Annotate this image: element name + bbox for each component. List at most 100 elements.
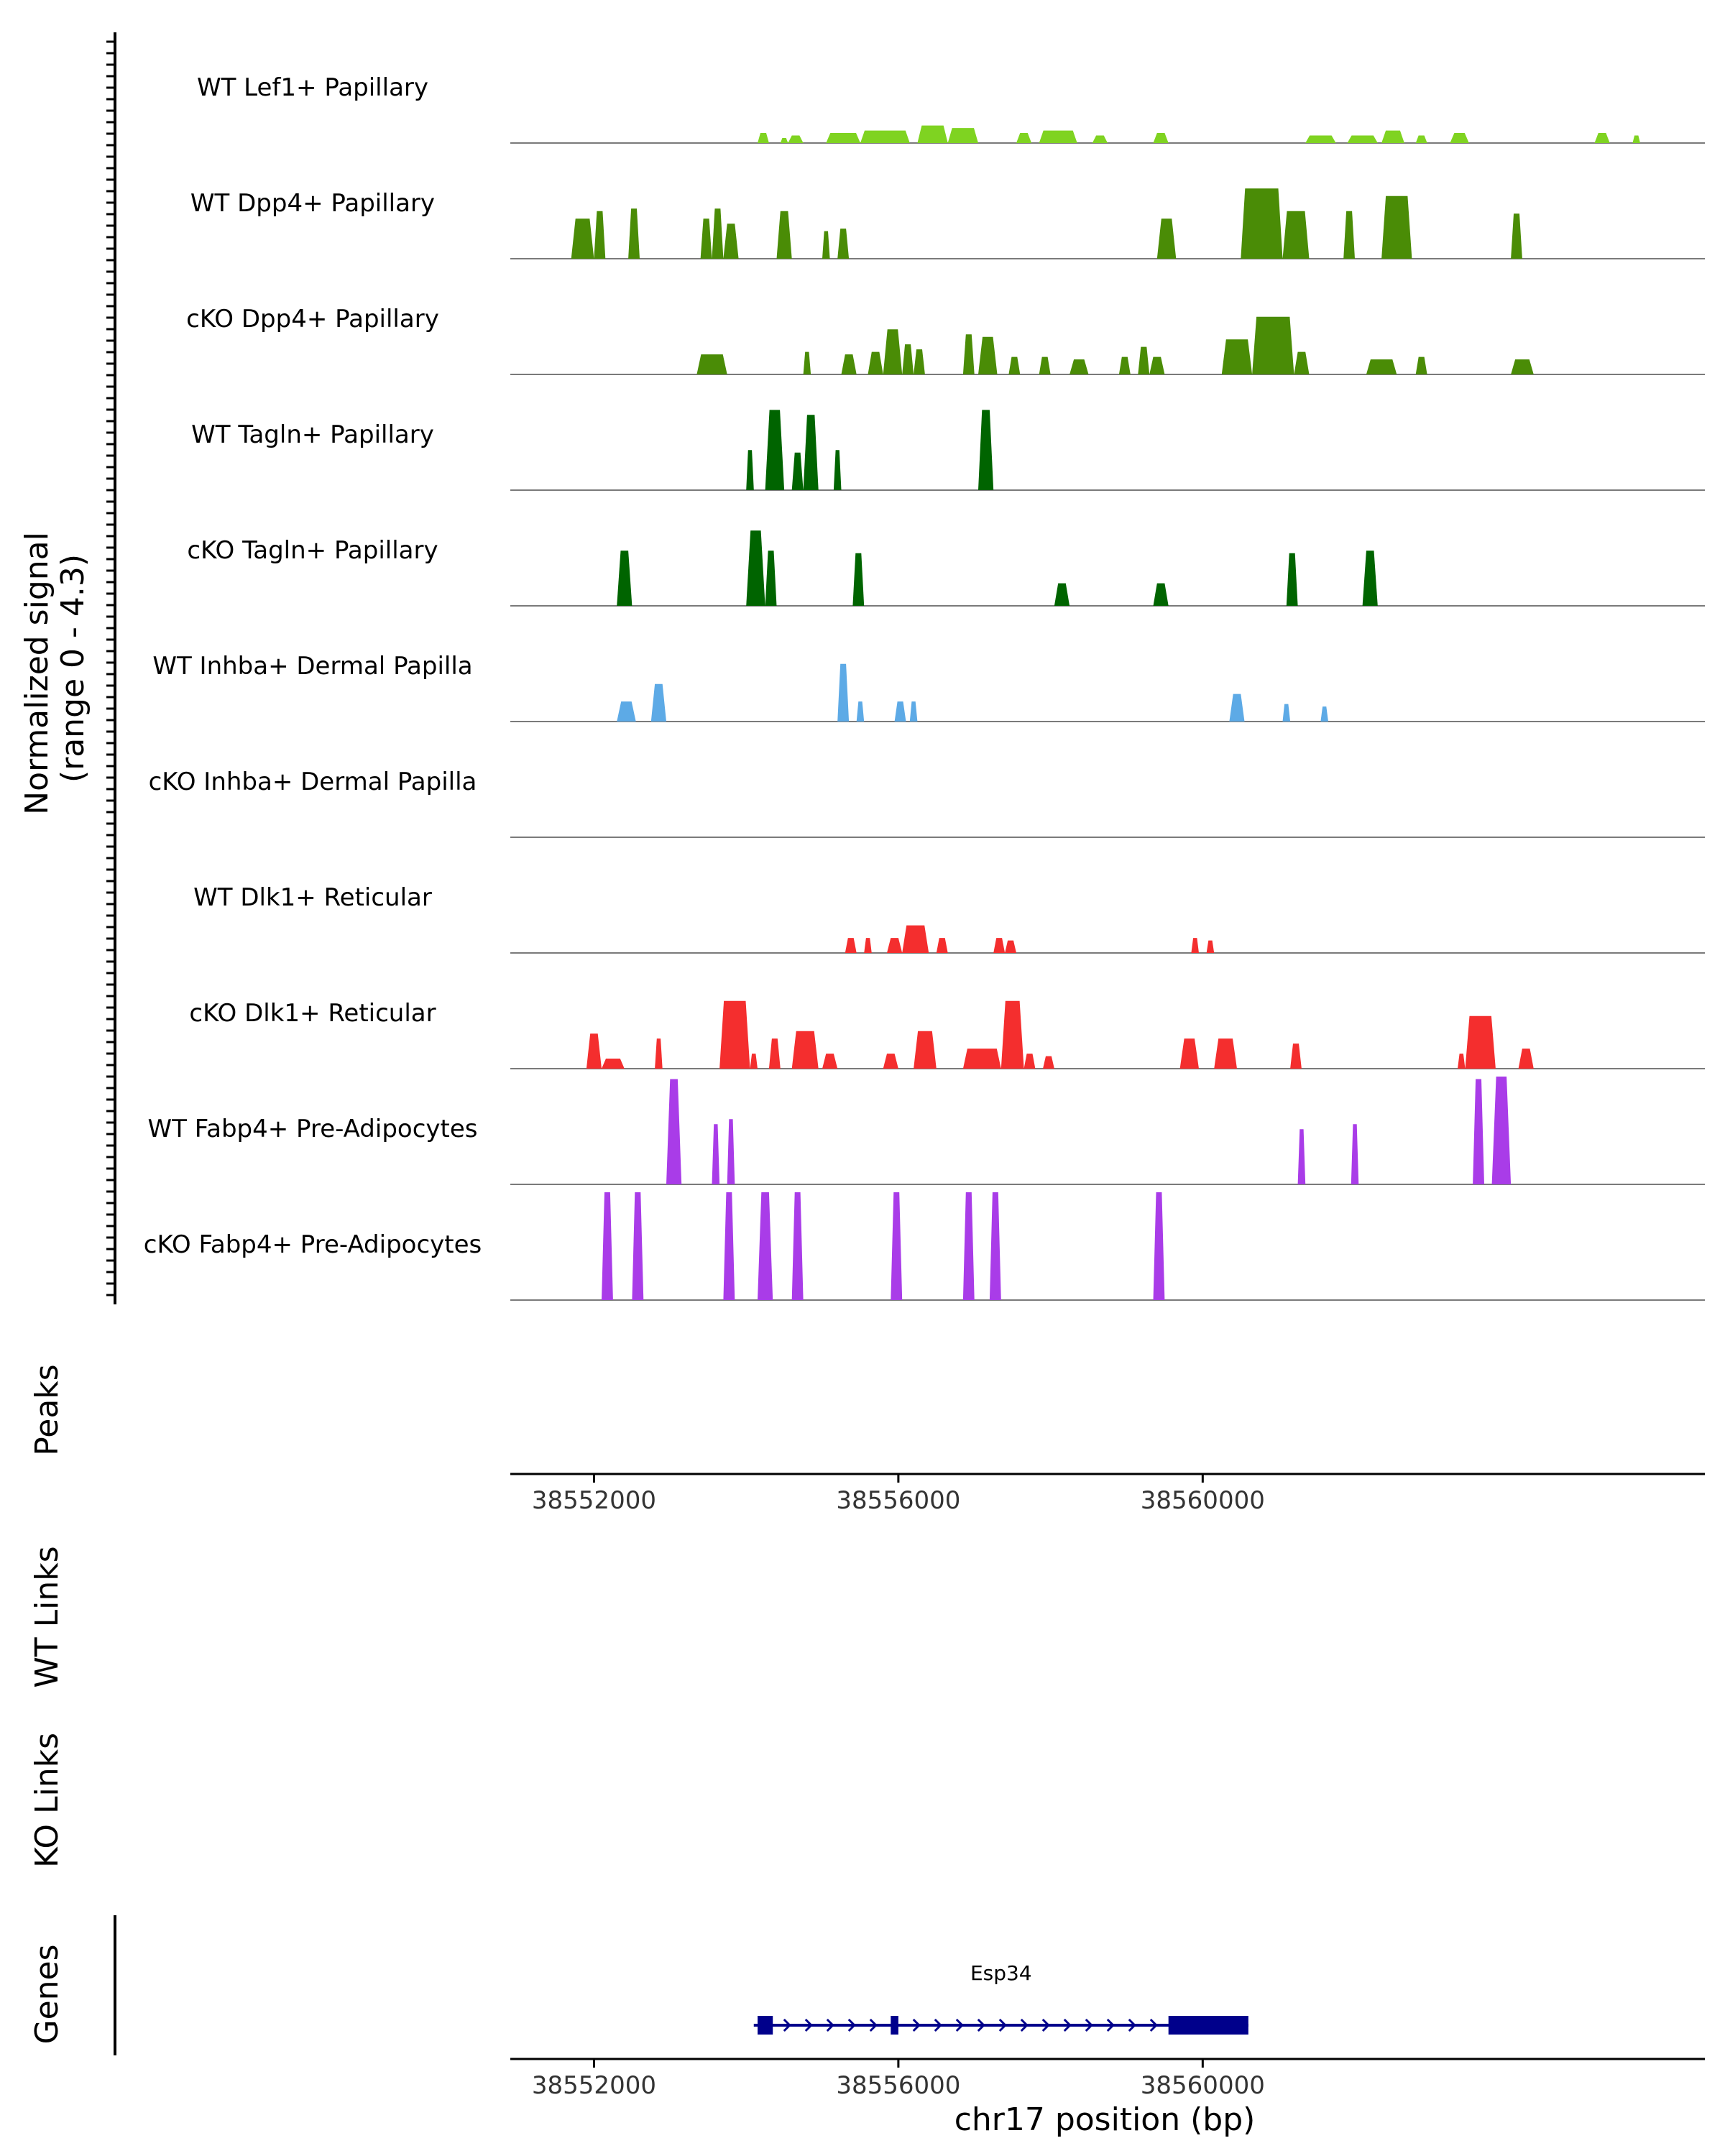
y-axis-label: Normalized signal (range 0 - 4.3) <box>19 522 91 815</box>
signal-peak <box>1381 195 1412 259</box>
signal-peak <box>602 1059 625 1069</box>
signal-peak <box>860 130 910 143</box>
signal-peak <box>723 1192 735 1300</box>
signal-peak <box>1191 938 1199 953</box>
signal-peak <box>1214 1038 1237 1069</box>
signal-peak <box>719 1000 750 1069</box>
signal-peak <box>1005 940 1016 953</box>
gene-model: Esp34 <box>753 1961 1248 2035</box>
signal-peak <box>655 1038 663 1069</box>
signal-peak <box>650 683 666 722</box>
x-tick-label: 38560000 <box>1141 2071 1265 2100</box>
strand-arrow <box>847 2018 856 2032</box>
signal-peak <box>845 938 857 953</box>
track-label: WT Dlk1+ Reticular <box>193 883 432 912</box>
signal-peak <box>1149 356 1165 374</box>
track-label: WT Lef1+ Papillary <box>197 73 428 102</box>
signal-peak <box>617 550 632 606</box>
signal-peak <box>962 1049 1001 1069</box>
signal-peak <box>1465 1015 1496 1069</box>
signal-peak <box>727 1119 735 1184</box>
signal-peak <box>1206 940 1215 953</box>
signal-peak <box>586 1033 602 1069</box>
track-label: cKO Dlk1+ Reticular <box>189 999 436 1028</box>
signal-peak <box>1511 213 1522 259</box>
gene-exon <box>1168 2016 1248 2035</box>
y-axis-label-line-1: Normalized signal <box>19 532 55 815</box>
signal-peak <box>1153 583 1169 606</box>
signal-peak <box>1458 1054 1466 1069</box>
signal-peak <box>700 218 712 259</box>
signal-peak <box>750 1054 758 1069</box>
strand-arrow <box>1041 2018 1050 2032</box>
signal-peak <box>1473 1079 1484 1184</box>
track-label: WT Tagln+ Papillary <box>191 420 434 449</box>
signal-peak <box>1632 135 1640 143</box>
signal-peak <box>1491 1077 1512 1184</box>
signal-peak <box>1282 704 1291 722</box>
signal-peak <box>571 218 594 259</box>
signal-peak <box>1320 706 1328 722</box>
signal-peak <box>1153 133 1169 143</box>
track-label: WT Inhba+ Dermal Papilla <box>152 652 472 681</box>
signal-peak <box>1229 694 1245 722</box>
signal-peak <box>1241 188 1283 259</box>
x-tick-label: 38552000 <box>532 1486 656 1515</box>
signal-peak <box>791 452 804 490</box>
signal-peak <box>1024 1054 1036 1069</box>
gene-exon <box>758 2016 773 2035</box>
signal-peak <box>1252 316 1294 374</box>
signal-peak <box>1290 1044 1302 1069</box>
x-tick-label: 38556000 <box>836 1486 960 1515</box>
signal-peak <box>978 410 994 490</box>
signal-peak <box>1511 359 1534 374</box>
wt-links-panel-label: WT Links <box>29 1546 65 1687</box>
track-wt-dlk1-reticular: WT Dlk1+ Reticular <box>193 883 1705 954</box>
signal-peak <box>947 128 978 143</box>
signal-peak <box>594 211 606 259</box>
signal-peak <box>1381 130 1404 143</box>
track-cko-fabp4-pre-adipocytes: cKO Fabp4+ Pre-Adipocytes <box>144 1192 1705 1301</box>
signal-peak <box>1286 553 1298 606</box>
strand-arrow <box>1020 2018 1029 2032</box>
signal-peak <box>883 1054 898 1069</box>
x-axis-label: chr17 position (bp) <box>954 2101 1256 2138</box>
signal-peak <box>826 133 860 143</box>
track-wt-inhba-dermal-papilla: WT Inhba+ Dermal Papilla <box>152 652 1705 722</box>
x-tick-label: 38560000 <box>1141 1486 1265 1515</box>
y-axis-label-line-2: (range 0 - 4.3) <box>55 554 91 783</box>
signal-peak <box>1092 135 1108 143</box>
signal-peak <box>1039 130 1077 143</box>
signal-peak <box>993 938 1006 953</box>
signal-peak <box>1000 1000 1024 1069</box>
strand-arrow <box>783 2018 791 2032</box>
signal-peak <box>791 1192 804 1300</box>
signal-peak <box>1039 356 1051 374</box>
strand-arrow <box>955 2018 964 2032</box>
track-label: WT Fabp4+ Pre-Adipocytes <box>148 1115 478 1143</box>
strand-arrow <box>804 2018 813 2032</box>
strand-arrow <box>826 2018 834 2032</box>
signal-peak <box>1415 135 1427 143</box>
genes-panel-label: Genes <box>29 1944 65 2044</box>
x-tick-label: 38556000 <box>836 2071 960 2100</box>
signal-peak <box>1294 351 1310 374</box>
signal-peak <box>1054 583 1070 606</box>
signal-peak <box>1118 356 1131 374</box>
signal-peak <box>765 410 785 490</box>
track-label: cKO Inhba+ Dermal Papilla <box>149 768 477 796</box>
track-label: WT Dpp4+ Papillary <box>190 189 435 218</box>
signal-peak <box>837 229 850 259</box>
signal-peak <box>891 1192 903 1300</box>
signal-peak <box>666 1079 682 1184</box>
signal-peak <box>841 354 857 374</box>
track-label: cKO Tagln+ Papillary <box>187 536 438 565</box>
signal-peak <box>914 349 925 374</box>
signal-peak <box>914 1031 937 1069</box>
strand-arrow <box>1149 2018 1158 2032</box>
signal-peak <box>1297 1129 1306 1184</box>
signal-peak <box>632 1192 644 1300</box>
signal-peak <box>1153 1192 1165 1300</box>
signal-peak <box>1221 339 1253 374</box>
